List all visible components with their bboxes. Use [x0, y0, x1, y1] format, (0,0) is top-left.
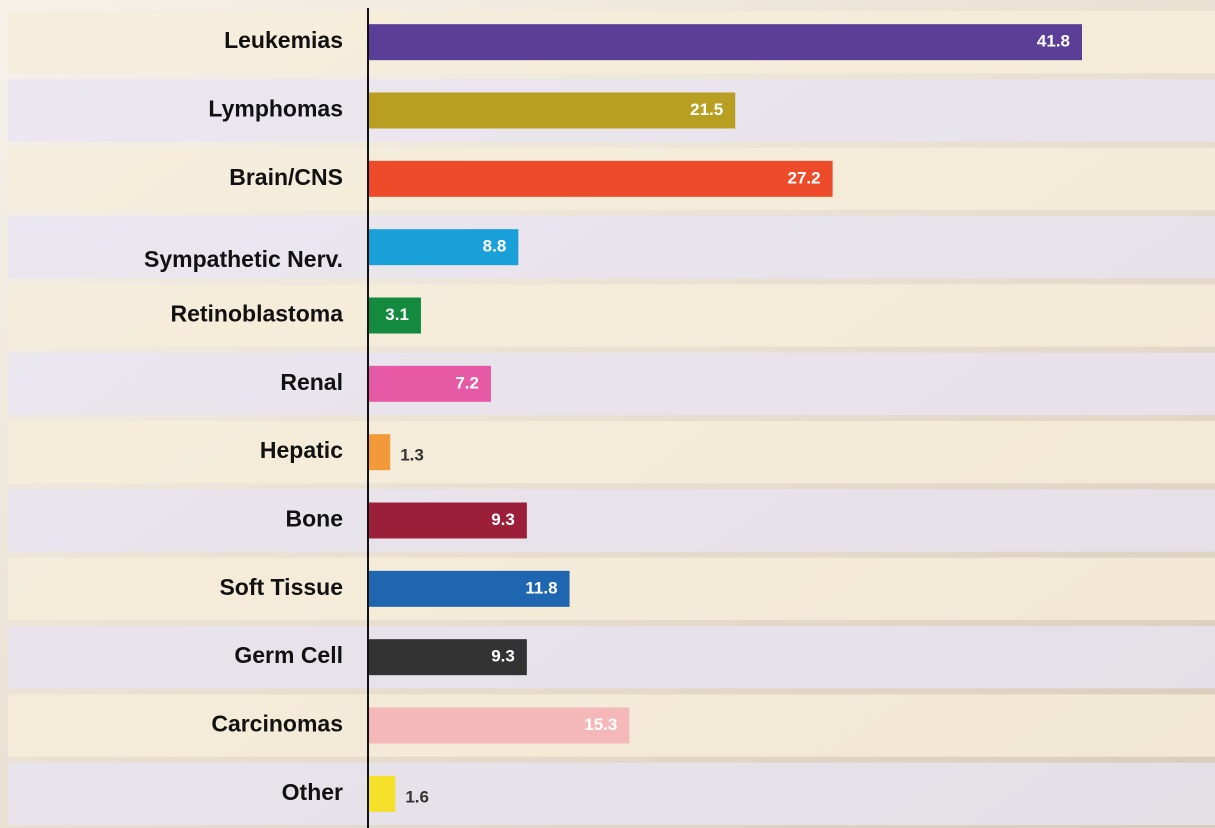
value-label: 9.3 [491, 510, 515, 529]
bar [368, 24, 1082, 61]
value-label: 3.1 [385, 305, 409, 324]
row-bands [8, 11, 1215, 825]
value-label: 9.3 [491, 647, 515, 666]
category-label: Renal [280, 369, 343, 395]
category-label: Lymphomas [208, 96, 343, 122]
bar [368, 707, 630, 744]
value-label: 11.8 [525, 578, 557, 597]
category-label: Carcinomas [211, 711, 343, 737]
category-label: Leukemias [224, 27, 343, 53]
value-label: 1.6 [405, 787, 429, 806]
row-band [8, 216, 1215, 279]
bar [368, 775, 396, 812]
bar [368, 92, 736, 129]
row-band [8, 557, 1215, 620]
value-label: 41.8 [1037, 32, 1070, 51]
value-label: 1.3 [400, 446, 424, 465]
row-band [8, 421, 1215, 484]
category-label: Sympathetic Nerv. [144, 246, 343, 272]
category-label: Bone [286, 506, 344, 532]
value-label: 27.2 [788, 168, 821, 187]
bar [368, 365, 491, 402]
value-label: 15.3 [584, 715, 617, 734]
category-label: Germ Cell [234, 642, 343, 668]
row-band [8, 762, 1215, 825]
category-label: Soft Tissue [219, 574, 343, 600]
bar [368, 502, 527, 539]
bar [368, 160, 833, 197]
bar [368, 434, 391, 471]
category-label: Other [282, 779, 343, 805]
category-label: Brain/CNS [229, 164, 343, 190]
bar [368, 570, 570, 607]
bar [368, 639, 527, 676]
row-band [8, 489, 1215, 552]
plot: Leukemias 41.8 Lymphomas 21.5 Brain/CNS 27.2 S… [144, 24, 1082, 812]
category-label: Hepatic [260, 437, 343, 463]
row-band [8, 626, 1215, 689]
row-band [8, 284, 1215, 347]
category-label: Retinoblastoma [170, 301, 343, 327]
value-label: 7.2 [455, 373, 479, 392]
value-label: 21.5 [690, 100, 723, 119]
bar [368, 229, 519, 266]
value-label: 8.8 [483, 237, 507, 256]
row-band [8, 352, 1215, 415]
bar [368, 297, 421, 334]
